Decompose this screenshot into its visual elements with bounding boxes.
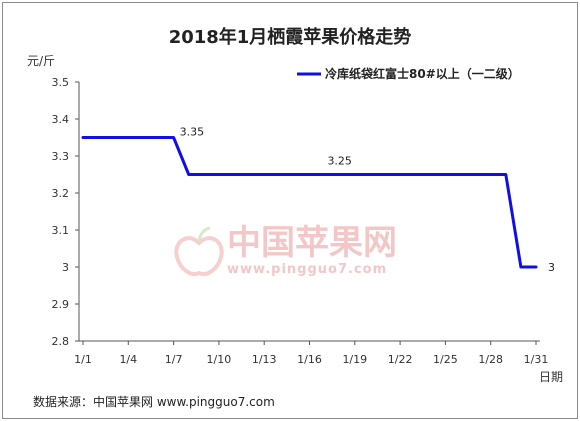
data-label: 3.35	[180, 126, 205, 139]
x-tick-label: 1/28	[478, 353, 503, 366]
data-labels: 3.35 3.25 3	[180, 126, 555, 275]
series-group	[81, 136, 538, 269]
y-tick-label: 3.4	[52, 113, 70, 126]
y-tick-label: 3.2	[52, 187, 70, 200]
x-axis-label: 日期	[539, 370, 563, 384]
y-tick-label: 2.9	[52, 298, 70, 311]
series-line	[81, 136, 538, 269]
x-tick-label: 1/25	[433, 353, 458, 366]
apple-logo-icon	[174, 226, 224, 276]
data-label: 3.25	[327, 155, 352, 168]
watermark-name: 中国苹果网	[227, 223, 397, 263]
x-tick-label: 1/4	[119, 353, 137, 366]
source-note: 数据来源：中国苹果网 www.pingguo7.com	[33, 394, 275, 409]
chart-title: 2018年1月栖霞苹果价格走势	[169, 26, 412, 48]
x-tick-label: 1/1	[74, 353, 92, 366]
legend: 冷库纸袋红富士80#以上（一二级）	[297, 66, 520, 81]
x-tick-label: 1/22	[388, 353, 413, 366]
y-tick-label: 3	[62, 261, 69, 274]
y-tick-label: 2.8	[52, 335, 70, 348]
y-ticks: 3.5 3.4 3.3 3.2 3.1 3 2.9 2.8	[52, 76, 79, 348]
x-tick-label: 1/19	[342, 353, 367, 366]
y-tick-label: 3.5	[52, 76, 70, 89]
y-tick-label: 3.3	[52, 150, 70, 163]
x-tick-label: 1/13	[252, 353, 277, 366]
watermark: 中国苹果网 www.pingguo7.com	[174, 223, 397, 277]
y-axis-unit: 元/斤	[27, 54, 55, 68]
x-tick-label: 1/10	[207, 353, 232, 366]
x-tick-label: 1/7	[165, 353, 183, 366]
x-tick-label: 1/31	[524, 353, 549, 366]
y-tick-label: 3.1	[52, 224, 70, 237]
chart-canvas: 2018年1月栖霞苹果价格走势 中国苹果网 www.pingguo7.com 元…	[27, 26, 563, 409]
watermark-url: www.pingguo7.com	[227, 262, 387, 277]
x-tick-label: 1/16	[297, 353, 322, 366]
data-label: 3	[548, 261, 555, 274]
x-ticks: 1/1 1/4 1/7 1/10 1/13 1/16 1/19 1/22 1/25 1/28 1/3…	[74, 341, 548, 366]
legend-label: 冷库纸袋红富士80#以上（一二级）	[325, 66, 520, 81]
